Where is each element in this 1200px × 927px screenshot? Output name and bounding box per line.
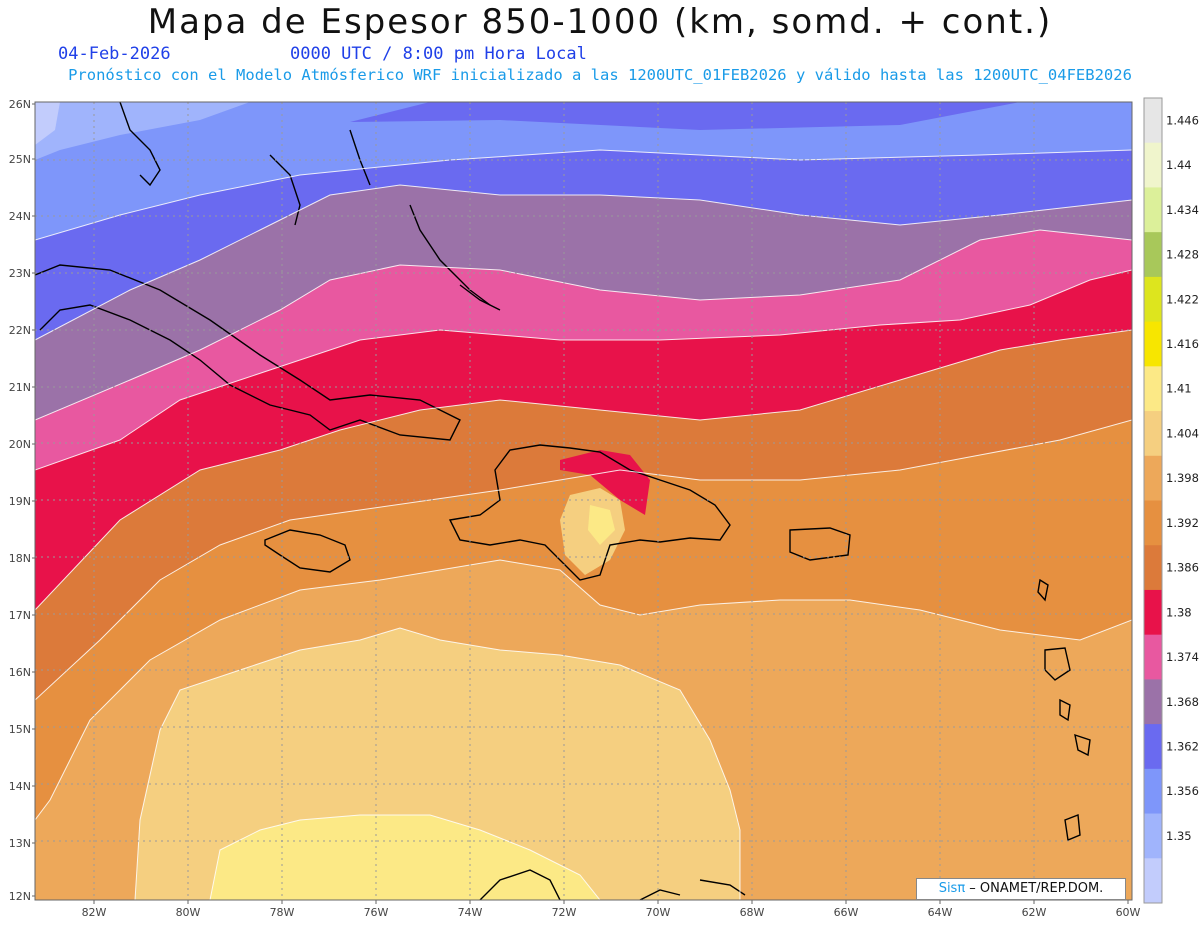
colorbar-label: 1.356: [1166, 784, 1199, 798]
colorbar-swatch: [1144, 634, 1162, 680]
colorbar-swatch: [1144, 232, 1162, 278]
colorbar-frame: [1143, 97, 1163, 904]
colorbar-label: 1.35: [1166, 829, 1192, 843]
lat-label-20n: 20N: [9, 438, 31, 451]
colorbar-swatch: [1144, 589, 1162, 636]
lat-label-16n: 16N: [9, 666, 31, 679]
band-1380: [35, 270, 1132, 610]
lat-label-24n: 24N: [9, 210, 31, 223]
colorbar-label: 1.374: [1166, 650, 1199, 664]
colorbar-label: 1.434: [1166, 203, 1199, 217]
lat-label-15n: 15N: [9, 723, 31, 736]
latitude-ticks: 26N 25N 24N 23N 22N 21N 20N 19N 18N 17N 16N 15N 14N 1…: [9, 98, 35, 903]
colorbar: 1.446 1.44 1.434 1.428 1.422 1.416 1.41 1.404 1.…: [1143, 97, 1199, 904]
grid-lines: [35, 102, 1132, 900]
credit-text: – ONAMET/REP.DOM.: [965, 881, 1104, 896]
band-1392: [35, 420, 1132, 820]
lat-label-23n: 23N: [9, 267, 31, 280]
lat-label-18n: 18N: [9, 552, 31, 565]
forecast-time: 0000 UTC / 8:00 pm Hora Local: [290, 44, 587, 64]
colorbar-swatch: [1144, 455, 1162, 501]
colorbar-label: 1.422: [1166, 292, 1199, 306]
model-info-subtitle: Pronóstico con el Modelo Atmósferico WRF…: [68, 66, 1132, 84]
colorbar-label: 1.38: [1166, 605, 1192, 619]
lat-label-26n: 26N: [9, 98, 31, 111]
colorbar-swatch: [1144, 411, 1162, 457]
longitude-ticks: 82W 80W 78W 76W 74W 72W 70W 68W 66W 64W 62W 60W: [82, 900, 1141, 919]
credit-box: Sisπ – ONAMET/REP.DOM.: [916, 878, 1126, 900]
colorbar-swatch: [1144, 321, 1162, 367]
colorbar-swatch: [1144, 858, 1162, 904]
band-1368: [35, 185, 1132, 420]
colorbar-label: 1.386: [1166, 561, 1199, 575]
lon-label-74w: 74W: [458, 906, 483, 919]
contour-lines: [35, 149, 1132, 900]
lat-label-21n: 21N: [9, 381, 31, 394]
colorbar-label: 1.398: [1166, 471, 1199, 485]
colorbar-label: 1.446: [1166, 113, 1199, 127]
lat-label-13n: 13N: [9, 837, 31, 850]
colorbar-label: 1.428: [1166, 248, 1199, 262]
colorbar-label: 1.368: [1166, 695, 1199, 709]
band-1362: [35, 102, 1132, 340]
colorbar-swatch: [1144, 366, 1162, 412]
lat-label-17n: 17N: [9, 609, 31, 622]
lon-label-60w: 60W: [1116, 906, 1141, 919]
lon-label-78w: 78W: [270, 906, 295, 919]
colorbar-swatch: [1144, 187, 1162, 233]
colorbar-label: 1.392: [1166, 516, 1199, 530]
colorbar-swatch: [1144, 813, 1162, 859]
colorbar-swatch: [1144, 500, 1162, 546]
colorbar-label: 1.362: [1166, 739, 1199, 753]
lon-label-66w: 66W: [834, 906, 859, 919]
lat-label-12n: 12N: [9, 890, 31, 903]
lon-label-64w: 64W: [928, 906, 953, 919]
band-1386: [35, 330, 1132, 700]
sispi-logo: Sisπ: [938, 881, 966, 896]
lon-label-72w: 72W: [552, 906, 577, 919]
band-1374: [35, 230, 1132, 470]
lon-label-82w: 82W: [82, 906, 107, 919]
lon-label-68w: 68W: [740, 906, 765, 919]
map-title: Mapa de Espesor 850-1000 (km, somd. + co…: [147, 2, 1053, 42]
colorbar-label: 1.416: [1166, 337, 1199, 351]
map-plot-area: [35, 102, 1132, 900]
forecast-date: 04-Feb-2026: [58, 44, 171, 64]
lat-label-25n: 25N: [9, 153, 31, 166]
band-1356: [35, 102, 1132, 240]
band-1344: [35, 102, 60, 145]
colorbar-label: 1.41: [1166, 382, 1192, 396]
colorbar-swatch: [1144, 545, 1162, 591]
lon-label-76w: 76W: [364, 906, 389, 919]
colorbar-swatch: [1144, 679, 1162, 725]
colorbar-label: 1.404: [1166, 426, 1199, 440]
band-1380-hispaniola: [560, 450, 650, 515]
colorbar-swatch: [1144, 142, 1162, 188]
lat-label-19n: 19N: [9, 495, 31, 508]
lon-label-62w: 62W: [1022, 906, 1047, 919]
colorbar-swatch: [1144, 98, 1162, 144]
colorbar-swatch: [1144, 724, 1162, 770]
band-1410-hispaniola: [588, 505, 615, 545]
lon-label-70w: 70W: [646, 906, 671, 919]
colorbar-swatch: [1144, 768, 1162, 815]
lon-label-80w: 80W: [176, 906, 201, 919]
colorbar-swatch: [1144, 276, 1162, 323]
lat-label-14n: 14N: [9, 780, 31, 793]
colorbar-label: 1.44: [1166, 158, 1192, 172]
lat-label-22n: 22N: [9, 324, 31, 337]
band-1350: [35, 102, 250, 160]
